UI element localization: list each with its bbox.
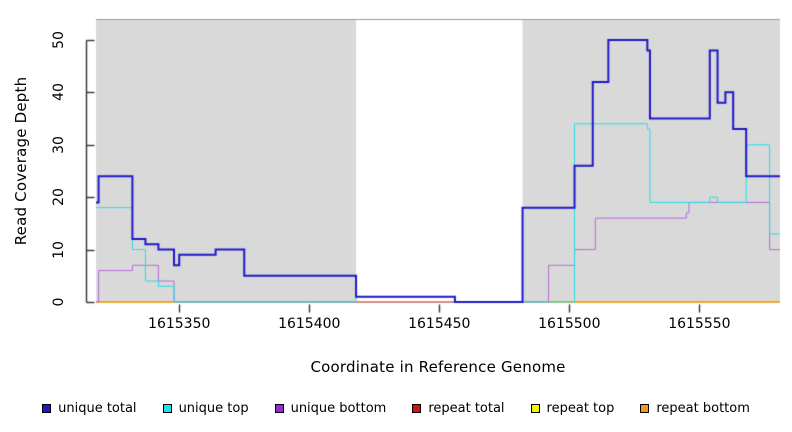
legend-label: unique bottom xyxy=(290,400,387,416)
legend-swatch-icon xyxy=(640,403,650,413)
legend-label: unique top xyxy=(178,400,249,416)
x-tick-label: 1615500 xyxy=(538,316,601,332)
legend-item[interactable]: unique top xyxy=(162,400,249,416)
legend-swatch-icon xyxy=(412,403,422,413)
legend-swatch-icon xyxy=(530,403,540,413)
y-tick-label: 20 xyxy=(51,188,67,207)
legend-item[interactable]: repeat total xyxy=(412,400,505,416)
y-tick-label: 40 xyxy=(51,83,67,102)
legend-swatch-icon xyxy=(274,403,284,413)
legend-item[interactable]: repeat bottom xyxy=(640,401,750,416)
chart-legend: unique total unique top unique bottom repea… xyxy=(0,398,792,418)
legend-label: unique total xyxy=(58,400,137,416)
x-tick-label: 1615400 xyxy=(278,316,341,332)
legend-swatch-icon xyxy=(162,403,172,413)
y-tick-label: 50 xyxy=(51,31,67,49)
y-tick-label: 10 xyxy=(51,240,67,259)
legend-label: repeat total xyxy=(428,400,505,416)
y-tick-label: 0 xyxy=(51,297,67,307)
x-tick-label: 1615450 xyxy=(408,316,471,332)
legend-item[interactable]: unique bottom xyxy=(274,400,387,416)
legend-swatch-icon xyxy=(42,403,52,413)
legend-item[interactable]: repeat top xyxy=(530,400,615,416)
x-tick-label: 1615550 xyxy=(668,316,731,332)
legend-label: repeat top xyxy=(546,400,615,416)
y-tick-label: 30 xyxy=(51,135,67,154)
legend-item[interactable]: unique total xyxy=(42,400,137,416)
legend-label: repeat bottom xyxy=(656,400,750,416)
x-axis-label: Coordinate in Reference Genome xyxy=(310,358,566,376)
x-tick-label: 1615350 xyxy=(148,316,211,332)
